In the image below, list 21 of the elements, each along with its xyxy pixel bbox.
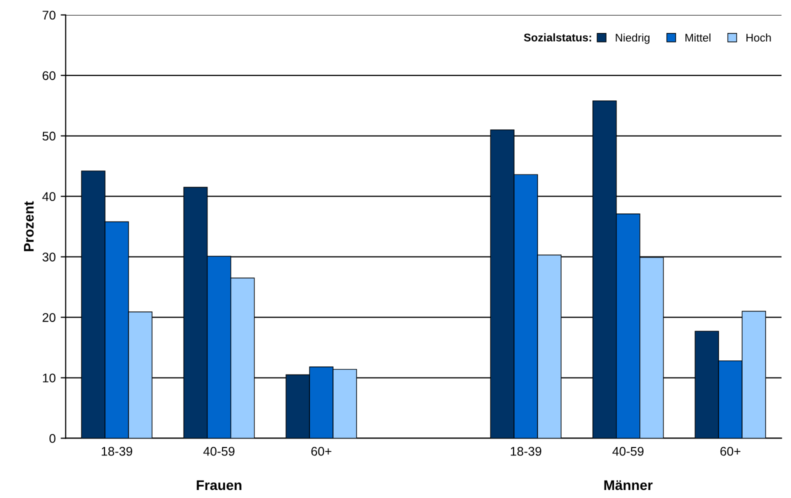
x-tick-label: 40-59 <box>612 446 644 456</box>
y-tick-label: 10 <box>42 374 56 382</box>
y-tick-label: 40 <box>42 192 56 202</box>
y-tick-label: 50 <box>42 132 56 141</box>
x-tick-label: 60+ <box>720 446 740 456</box>
y-tick-label: 70 <box>42 10 56 20</box>
x-tick-label: 18-39 <box>510 446 542 456</box>
legend-title: Sozialstatus: <box>524 33 592 42</box>
x-tick-label: 40-59 <box>203 446 234 456</box>
x-tick-label: 60+ <box>311 446 332 456</box>
y-tick-label: 30 <box>42 252 56 262</box>
text: Frauen <box>196 480 242 490</box>
y-tick-label: 0 <box>49 434 56 443</box>
legend-label: Mittel <box>685 33 710 42</box>
x-tick-label: 18-39 <box>102 446 132 456</box>
legend-label: Hoch <box>746 33 771 42</box>
text: Männer <box>604 480 653 490</box>
y-tick-label: 20 <box>42 313 56 322</box>
y-axis-title: Prozent <box>24 201 34 252</box>
y-tick-label: 60 <box>42 71 56 80</box>
legend-label: Niedrig <box>616 33 650 44</box>
